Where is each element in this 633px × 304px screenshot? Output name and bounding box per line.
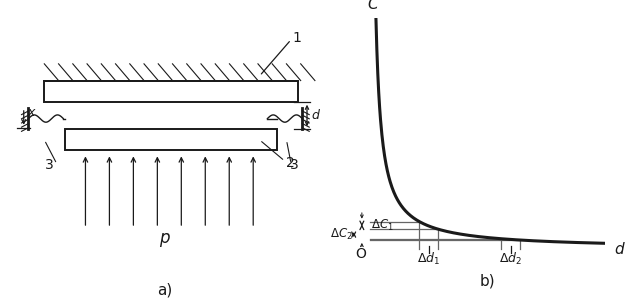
- Text: 3: 3: [290, 158, 299, 172]
- Text: O: O: [355, 247, 366, 261]
- Text: p: p: [160, 229, 170, 247]
- Text: 2: 2: [286, 156, 295, 170]
- Text: 3: 3: [45, 158, 53, 172]
- Text: $\Delta d_2$: $\Delta d_2$: [499, 251, 522, 267]
- Text: b): b): [479, 274, 495, 289]
- Polygon shape: [44, 81, 298, 102]
- Text: x: x: [28, 105, 35, 119]
- Text: $\Delta C_1$: $\Delta C_1$: [371, 218, 394, 233]
- Text: C: C: [367, 0, 378, 12]
- Text: d: d: [614, 242, 624, 257]
- Text: $\Delta d_1$: $\Delta d_1$: [417, 251, 441, 267]
- Text: d: d: [311, 109, 320, 122]
- Polygon shape: [65, 129, 277, 150]
- Text: $\Delta C_2$: $\Delta C_2$: [330, 227, 353, 242]
- Text: 1: 1: [293, 31, 302, 45]
- Text: a): a): [157, 283, 172, 298]
